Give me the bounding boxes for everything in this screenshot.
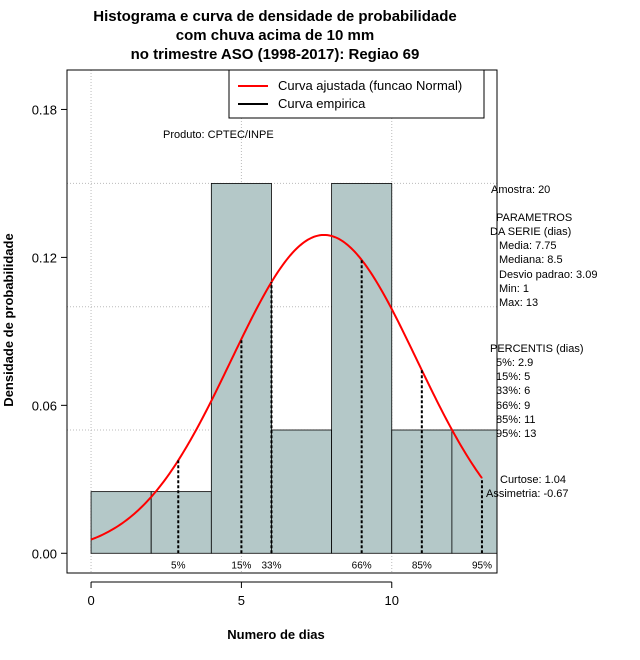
percentile-85: 85%: 11 (496, 414, 536, 426)
skewness: Assimetria: -0.67 (486, 488, 569, 500)
percentiles-heading: PERCENTIS (dias) (490, 343, 584, 355)
y-tick-label: 0.12 (32, 250, 57, 265)
percentile-label: 95% (472, 560, 492, 571)
parameter-max: Max: 13 (499, 297, 538, 309)
percentile-label: 66% (352, 560, 372, 571)
parameters-block: PARAMETROS DA SERIE (dias) Media: 7.75 M… (490, 212, 597, 309)
percentile-label: 85% (412, 560, 432, 571)
parameter-mean: Media: 7.75 (499, 240, 556, 252)
x-tick-label: 10 (385, 593, 399, 608)
x-axis-label: Numero de dias (227, 627, 325, 642)
stats-panel: Amostra: 20 PARAMETROS DA SERIE (dias) M… (486, 184, 597, 500)
chart-title-line-2: com chuva acima de 10 mm (176, 27, 374, 44)
histogram-bar (271, 429, 333, 554)
y-tick-label: 0.00 (32, 546, 57, 561)
histogram-bar (451, 429, 498, 554)
y-tick-label: 0.18 (32, 102, 57, 117)
y-axis-label: Densidade de probabilidade (1, 233, 16, 406)
percentile-label: 15% (231, 560, 251, 571)
percentile-label: 33% (261, 560, 281, 571)
legend: Curva ajustada (funcao Normal) Curva emp… (228, 69, 485, 119)
parameter-stddev: Desvio padrao: 3.09 (499, 269, 597, 281)
percentile-label: 5% (171, 560, 186, 571)
percentile-33: 33%: 6 (496, 385, 530, 397)
percentile-95: 95%: 13 (496, 428, 536, 440)
normal-curve (90, 233, 483, 541)
axes: 0 5 10 0.00 0.06 0.12 0.18 (32, 102, 399, 608)
percentile-66: 66%: 9 (496, 400, 530, 412)
x-tick-label: 5 (238, 593, 245, 608)
parameter-median: Mediana: 8.5 (499, 254, 563, 266)
percentile-5: 5%: 2.9 (496, 357, 533, 369)
legend-label-normal: Curva ajustada (funcao Normal) (278, 78, 462, 93)
product-annotation: Produto: CPTEC/INPE (163, 129, 274, 141)
percentiles-block: PERCENTIS (dias) 5%: 2.9 15%: 5 33%: 6 6… (490, 343, 584, 440)
percentile-markers: 5% 15% 33% 66% 85% 95% (171, 259, 492, 571)
chart-title-line-1: Histograma e curva de densidade de proba… (93, 8, 456, 25)
histogram-bar (90, 491, 152, 554)
parameters-heading: PARAMETROS (496, 212, 572, 224)
histogram-bar (150, 491, 212, 554)
parameter-min: Min: 1 (499, 283, 529, 295)
kurtosis: Curtose: 1.04 (500, 474, 566, 486)
legend-label-empirical: Curva empirica (278, 96, 366, 111)
histogram-bars (90, 183, 498, 554)
parameters-subheading: DA SERIE (dias) (490, 226, 571, 238)
chart-title-line-3: no trimestre ASO (1998-2017): Regiao 69 (131, 46, 420, 63)
y-tick-label: 0.06 (32, 398, 57, 413)
legend-box (228, 69, 485, 119)
normal-curve-layer (90, 233, 483, 541)
x-tick-label: 0 (87, 593, 94, 608)
percentile-15: 15%: 5 (496, 371, 530, 383)
sample-size: Amostra: 20 (491, 184, 550, 196)
